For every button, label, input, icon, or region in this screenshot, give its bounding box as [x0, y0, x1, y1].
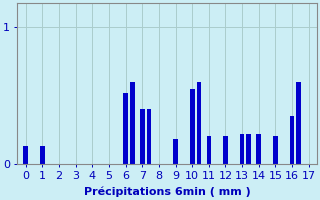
X-axis label: Précipitations 6min ( mm ): Précipitations 6min ( mm ): [84, 187, 251, 197]
Bar: [296, 82, 301, 164]
Bar: [206, 136, 211, 164]
Bar: [256, 134, 261, 164]
Bar: [273, 136, 278, 164]
Bar: [240, 134, 244, 164]
Bar: [40, 146, 45, 164]
Bar: [290, 116, 294, 164]
Bar: [123, 93, 128, 164]
Bar: [140, 109, 145, 164]
Bar: [130, 82, 135, 164]
Bar: [190, 89, 195, 164]
Bar: [147, 109, 151, 164]
Bar: [23, 146, 28, 164]
Bar: [246, 134, 251, 164]
Bar: [173, 139, 178, 164]
Bar: [196, 82, 201, 164]
Bar: [223, 136, 228, 164]
